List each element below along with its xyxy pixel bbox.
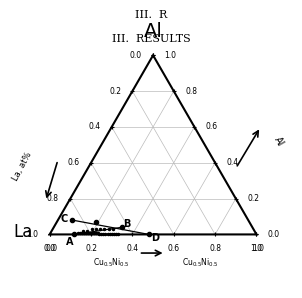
Text: 0.0: 0.0 bbox=[130, 51, 142, 60]
Text: 0.8: 0.8 bbox=[47, 194, 59, 203]
Text: 1.0: 1.0 bbox=[250, 244, 262, 253]
Text: D: D bbox=[151, 233, 159, 243]
Text: 0.4: 0.4 bbox=[126, 244, 138, 253]
Text: 0.8: 0.8 bbox=[185, 87, 197, 96]
Text: Cu$_{0.5}$Ni$_{0.5}$: Cu$_{0.5}$Ni$_{0.5}$ bbox=[93, 256, 130, 269]
Text: Al: Al bbox=[273, 135, 286, 148]
Text: C: C bbox=[60, 214, 67, 224]
Text: 0.4: 0.4 bbox=[88, 122, 100, 131]
Text: 1.0: 1.0 bbox=[165, 51, 176, 60]
Text: La: La bbox=[13, 224, 32, 241]
Text: 0.2: 0.2 bbox=[109, 87, 121, 96]
Text: Cu$_{0.5}$Ni$_{0.5}$: Cu$_{0.5}$Ni$_{0.5}$ bbox=[182, 256, 219, 269]
Text: A: A bbox=[66, 237, 73, 247]
Text: B: B bbox=[124, 218, 131, 229]
Text: 0.6: 0.6 bbox=[168, 244, 180, 253]
Text: 0.0: 0.0 bbox=[268, 230, 280, 239]
Text: III.  RESULTS: III. RESULTS bbox=[112, 34, 190, 44]
Text: 0.6: 0.6 bbox=[206, 122, 218, 131]
Text: La, at%: La, at% bbox=[11, 150, 34, 182]
Text: 0.2: 0.2 bbox=[247, 194, 259, 203]
Text: 0.0: 0.0 bbox=[46, 244, 58, 253]
Text: 1.0: 1.0 bbox=[252, 244, 265, 253]
Text: III.  R: III. R bbox=[135, 10, 167, 21]
Text: 0.2: 0.2 bbox=[85, 244, 97, 253]
Text: 1.0: 1.0 bbox=[26, 230, 38, 239]
Text: Al: Al bbox=[144, 22, 162, 41]
Text: 0.8: 0.8 bbox=[209, 244, 221, 253]
Text: 0.0: 0.0 bbox=[43, 244, 56, 253]
Text: 0.6: 0.6 bbox=[68, 158, 80, 167]
Text: 0.4: 0.4 bbox=[226, 158, 239, 167]
